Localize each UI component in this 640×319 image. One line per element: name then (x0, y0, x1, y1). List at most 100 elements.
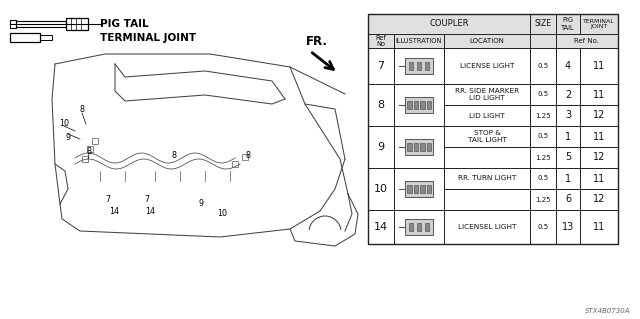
Text: 11: 11 (593, 131, 605, 142)
Bar (556, 14, 580, 34)
Bar (92, 138, 98, 144)
Text: FR.: FR. (306, 35, 328, 48)
Text: 0.5: 0.5 (538, 92, 548, 98)
Bar (556, 168, 580, 189)
Bar (405, 58, 433, 74)
Bar (16, 21, 66, 27)
Bar (530, 126, 556, 147)
Bar (444, 210, 530, 244)
Bar (556, 14, 580, 34)
Text: 12: 12 (593, 110, 605, 121)
Bar (408, 223, 413, 231)
Bar (530, 48, 556, 84)
Bar (368, 14, 530, 34)
Bar (408, 62, 413, 70)
Bar (580, 189, 618, 210)
Text: 4: 4 (565, 61, 571, 71)
Bar (368, 48, 394, 84)
Bar (426, 100, 431, 109)
Bar (405, 181, 433, 197)
Bar (580, 147, 618, 168)
Bar (242, 154, 248, 160)
Text: 14: 14 (374, 222, 388, 232)
Text: STOP &
TAIL LIGHT: STOP & TAIL LIGHT (468, 130, 506, 143)
Bar (426, 185, 431, 193)
Bar (580, 14, 618, 34)
Bar (394, 168, 444, 210)
Bar (530, 105, 556, 126)
Bar (420, 185, 424, 193)
Bar (368, 126, 394, 168)
Bar (40, 35, 52, 40)
Bar (530, 210, 556, 244)
Bar (394, 48, 444, 84)
Bar (368, 14, 530, 34)
Bar (444, 126, 530, 147)
Text: ILLUSTRATION: ILLUSTRATION (396, 38, 442, 44)
Text: LID LIGHT: LID LIGHT (469, 113, 505, 118)
Text: 1.25: 1.25 (535, 154, 551, 160)
Bar (394, 210, 444, 244)
Bar (444, 189, 530, 210)
Text: 9: 9 (378, 142, 385, 152)
Bar (407, 100, 412, 109)
Bar (556, 126, 580, 147)
Text: PIG
TAIL: PIG TAIL (561, 18, 575, 31)
Text: 11: 11 (593, 222, 605, 232)
Text: 1.25: 1.25 (535, 113, 551, 118)
Bar (420, 143, 424, 152)
Text: 0.5: 0.5 (538, 133, 548, 139)
Text: LICENSEL LIGHT: LICENSEL LIGHT (458, 224, 516, 230)
Text: 3: 3 (565, 110, 571, 121)
Text: 11: 11 (593, 61, 605, 71)
Text: 0.5: 0.5 (538, 63, 548, 69)
Bar (530, 34, 556, 48)
Bar (82, 156, 88, 162)
Text: 14: 14 (109, 207, 119, 217)
Text: 11: 11 (593, 90, 605, 100)
Text: Ref
No: Ref No (376, 34, 387, 48)
Text: SIZE: SIZE (534, 19, 552, 28)
Text: 12: 12 (593, 152, 605, 162)
Bar (425, 62, 429, 70)
Bar (368, 168, 394, 210)
Bar (368, 34, 394, 48)
Bar (444, 147, 530, 168)
Bar (66, 18, 88, 30)
Text: RR. SIDE MARKER
LID LIGHT: RR. SIDE MARKER LID LIGHT (455, 88, 519, 101)
Text: 0.5: 0.5 (538, 224, 548, 230)
Bar (368, 210, 394, 244)
Bar (580, 14, 618, 34)
Bar (420, 100, 424, 109)
Bar (530, 147, 556, 168)
Text: 7: 7 (145, 195, 150, 204)
Bar (407, 185, 412, 193)
Text: COUPLER: COUPLER (429, 19, 468, 28)
Bar (556, 105, 580, 126)
Bar (407, 143, 412, 152)
Bar (417, 62, 421, 70)
Bar (368, 34, 394, 48)
Bar (580, 168, 618, 189)
Bar (413, 143, 418, 152)
Text: 2: 2 (565, 90, 571, 100)
Text: 6: 6 (565, 195, 571, 204)
Bar (394, 126, 444, 168)
Text: 10: 10 (217, 210, 227, 219)
Bar (556, 48, 580, 84)
Text: 8: 8 (172, 152, 177, 160)
Bar (556, 34, 618, 48)
Bar (232, 161, 238, 167)
Text: 0.5: 0.5 (538, 175, 548, 182)
Text: 7: 7 (106, 195, 111, 204)
Bar (530, 34, 556, 48)
Text: RR. TURN LIGHT: RR. TURN LIGHT (458, 175, 516, 182)
Bar (10, 20, 16, 28)
Text: TERMINAL JOINT: TERMINAL JOINT (100, 33, 196, 43)
Bar (530, 14, 556, 34)
Bar (368, 84, 394, 126)
Bar (444, 48, 530, 84)
Bar (10, 33, 40, 42)
Bar (417, 223, 421, 231)
Text: 8: 8 (378, 100, 385, 110)
